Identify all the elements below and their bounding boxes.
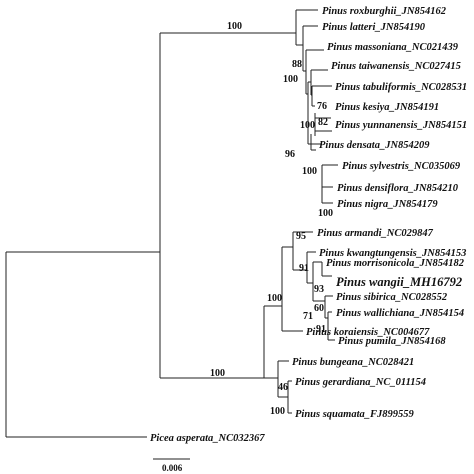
scale-bar-label: 0.006: [162, 463, 183, 473]
taxon-label: Pinus sibirica_NC028552: [336, 292, 448, 303]
branch-gerardiana-group: [287, 380, 292, 414]
taxon-label: Picea asperata_NC032367: [150, 433, 265, 444]
taxon-label: Pinus pumila_JN854168: [338, 336, 446, 347]
branch-densata-stem: [310, 134, 316, 151]
branch-diploxylon-a: [305, 49, 324, 95]
branch-wallichiana-group: [327, 311, 335, 341]
taxon-label: Pinus armandi_NC029847: [317, 228, 434, 239]
support-value: 100: [318, 208, 333, 219]
branch-latteri-group: [302, 25, 318, 72]
branch-subgenus-pinus: [295, 9, 318, 46]
branch-root: [5, 251, 160, 438]
support-value: 82: [318, 117, 328, 128]
support-value: 100: [210, 368, 225, 379]
taxon-label: Pinus kwangtungensis_JN854153: [319, 248, 466, 259]
taxon-label: Pinus densiflora_JN854210: [337, 183, 459, 194]
taxon-label: Pinus nigra_JN854179: [337, 199, 438, 210]
branch-strobus-a: [281, 246, 296, 332]
support-value: 100: [283, 74, 298, 85]
support-value: 100: [300, 120, 315, 131]
branch-tabuliformis-group: [311, 85, 332, 107]
branch-kwangtungensis-group: [306, 251, 316, 284]
support-value: 96: [285, 149, 295, 160]
support-value: 71: [303, 311, 313, 322]
support-value: 60: [314, 303, 324, 314]
taxon-label: Pinus latteri_JN854190: [322, 22, 426, 33]
taxon-label: Pinus wallichiana_JN854154: [336, 308, 464, 319]
taxon-label: Pinus densata_JN854209: [319, 140, 430, 151]
taxon-label: Pinus massoniana_NC021439: [327, 42, 459, 53]
branch-sylvestris-group: [321, 164, 338, 204]
support-values: 100 88 100 76 82 96 100 100 100 95 91 93…: [210, 21, 333, 417]
taxon-label: Pinus squamata_FJ899559: [295, 409, 414, 420]
taxon-label: Pinus taiwanensis_NC027415: [331, 61, 461, 72]
branch-bungeana-group: [277, 360, 289, 398]
taxon-label: Pinus bungeana_NC028421: [292, 357, 414, 368]
taxon-labels: Pinus roxburghii_JN854162 Pinus latteri_…: [150, 6, 467, 444]
support-value: 46: [278, 382, 288, 393]
support-value: 88: [292, 59, 302, 70]
taxon-label-wangii: Pinus wangii_MH16792: [336, 275, 462, 289]
branch-sibirica-group: [324, 295, 333, 319]
taxon-label: Pinus koraiensis_NC004677: [306, 327, 430, 338]
support-value: 100: [270, 406, 285, 417]
support-value: 100: [227, 21, 242, 32]
taxon-label: Pinus tabuliformis_NC028531: [335, 82, 467, 93]
support-value: 76: [317, 101, 327, 112]
branch-kesiya-group: [314, 113, 332, 136]
branch-subgenus-strobus: [263, 305, 282, 379]
support-value: 100: [267, 293, 282, 304]
support-value: 95: [296, 231, 306, 242]
taxon-label: Pinus yunnanensis_JN854151: [335, 120, 467, 131]
support-value: 100: [302, 166, 317, 177]
branch-morrisonicola-group: [312, 261, 325, 302]
scale-bar: 0.006: [153, 458, 190, 473]
taxon-label: Pinus morrisonicola_JN854182: [326, 258, 465, 269]
branch-armandi-group: [292, 231, 313, 271]
tree-branches: [5, 9, 338, 438]
taxon-label: Pinus sylvestris_NC035069: [342, 161, 461, 172]
taxon-label: Pinus roxburghii_JN854162: [322, 6, 447, 17]
support-value: 93: [314, 284, 324, 295]
taxon-label: Pinus gerardiana_NC_011154: [295, 377, 426, 388]
taxon-label: Pinus kesiya_JN854191: [335, 102, 439, 113]
branch-wangii-group: [321, 262, 332, 277]
support-value: 91: [299, 263, 309, 274]
support-value: 91: [316, 324, 326, 335]
branch-pinus-crown: [159, 32, 296, 379]
branch-taiwanensis-group: [310, 69, 328, 96]
